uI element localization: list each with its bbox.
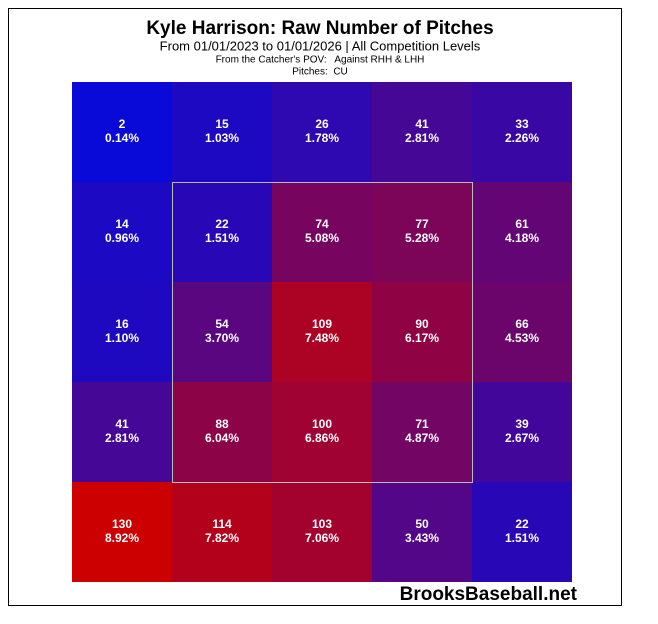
heat-cell (372, 482, 472, 582)
cell-count: 88 (215, 417, 229, 431)
cell-share: 1.51% (505, 531, 539, 545)
strike-zone (172, 182, 473, 483)
cell-count: 103 (312, 517, 332, 531)
cell-share: 3.43% (405, 531, 439, 545)
cell-share: 5.08% (305, 231, 339, 245)
cell-count: 61 (515, 217, 529, 231)
cell-count: 130 (112, 517, 132, 531)
heat-cell (272, 82, 372, 182)
watermark: BrooksBaseball.net (400, 584, 578, 605)
cell-share: 4.53% (505, 331, 539, 345)
heat-cell (172, 182, 272, 282)
heatmap: 20.14%151.03%261.78%412.81%332.26%140.96… (72, 82, 572, 582)
heat-cell (472, 482, 572, 582)
cell-share: 2.26% (505, 131, 539, 145)
heat-cell (72, 382, 172, 482)
cell-count: 114 (212, 517, 232, 531)
cell-count: 22 (215, 217, 229, 231)
heat-cell (372, 182, 472, 282)
chart-title: Kyle Harrison: Raw Number of Pitches (146, 18, 493, 39)
heat-cell (72, 282, 172, 382)
cell-count: 109 (312, 317, 332, 331)
heat-cell (172, 282, 272, 382)
cell-share: 1.78% (305, 131, 339, 145)
cell-count: 16 (115, 317, 129, 331)
heat-cell (272, 182, 372, 282)
cell-count: 66 (515, 317, 529, 331)
cell-share: 2.67% (505, 431, 539, 445)
cell-count: 2 (119, 117, 126, 131)
heat-cell (372, 82, 472, 182)
cell-count: 41 (115, 417, 129, 431)
cell-share: 7.82% (205, 531, 239, 545)
heat-cell (472, 282, 572, 382)
cell-share: 0.96% (105, 231, 139, 245)
cell-count: 90 (415, 317, 429, 331)
cell-share: 7.06% (305, 531, 339, 545)
cell-count: 26 (315, 117, 329, 131)
cell-share: 6.17% (405, 331, 439, 345)
heat-cell (272, 382, 372, 482)
cell-share: 1.10% (105, 331, 139, 345)
cell-share: 5.28% (405, 231, 439, 245)
chart-note: From the Catcher's POV: Against RHH & LH… (216, 55, 425, 66)
cell-count: 33 (515, 117, 529, 131)
cell-share: 6.04% (205, 431, 239, 445)
cell-count: 77 (415, 217, 429, 231)
cell-count: 41 (415, 117, 429, 131)
chart-subtitle: From 01/01/2023 to 01/01/2026 | All Comp… (160, 38, 481, 53)
heat-cell (72, 482, 172, 582)
heat-cell (72, 182, 172, 282)
heat-cell (472, 382, 572, 482)
cell-count: 74 (315, 217, 329, 231)
cell-share: 3.70% (205, 331, 239, 345)
cell-count: 54 (215, 317, 229, 331)
cell-share: 2.81% (405, 131, 439, 145)
cell-share: 4.18% (505, 231, 539, 245)
heat-cell (272, 282, 372, 382)
heat-cell (272, 482, 372, 582)
cell-count: 71 (415, 417, 429, 431)
heat-cell (472, 182, 572, 282)
cell-share: 1.51% (205, 231, 239, 245)
cell-share: 7.48% (305, 331, 339, 345)
heat-cell (172, 82, 272, 182)
cell-count: 22 (515, 517, 529, 531)
cell-share: 8.92% (105, 531, 139, 545)
cell-count: 100 (312, 417, 332, 431)
heat-cell (472, 82, 572, 182)
cell-share: 6.86% (305, 431, 339, 445)
cell-count: 14 (115, 217, 129, 231)
cell-count: 39 (515, 417, 529, 431)
cell-share: 1.03% (205, 131, 239, 145)
cell-count: 15 (215, 117, 229, 131)
heat-cell (172, 482, 272, 582)
chart-note: Pitches: CU (292, 67, 348, 78)
cell-share: 0.14% (105, 131, 139, 145)
heat-cell (372, 382, 472, 482)
cell-share: 4.87% (405, 431, 439, 445)
heat-cell (172, 382, 272, 482)
cell-share: 2.81% (105, 431, 139, 445)
heat-cell (372, 282, 472, 382)
cell-count: 50 (415, 517, 429, 531)
heat-cell (72, 82, 172, 182)
